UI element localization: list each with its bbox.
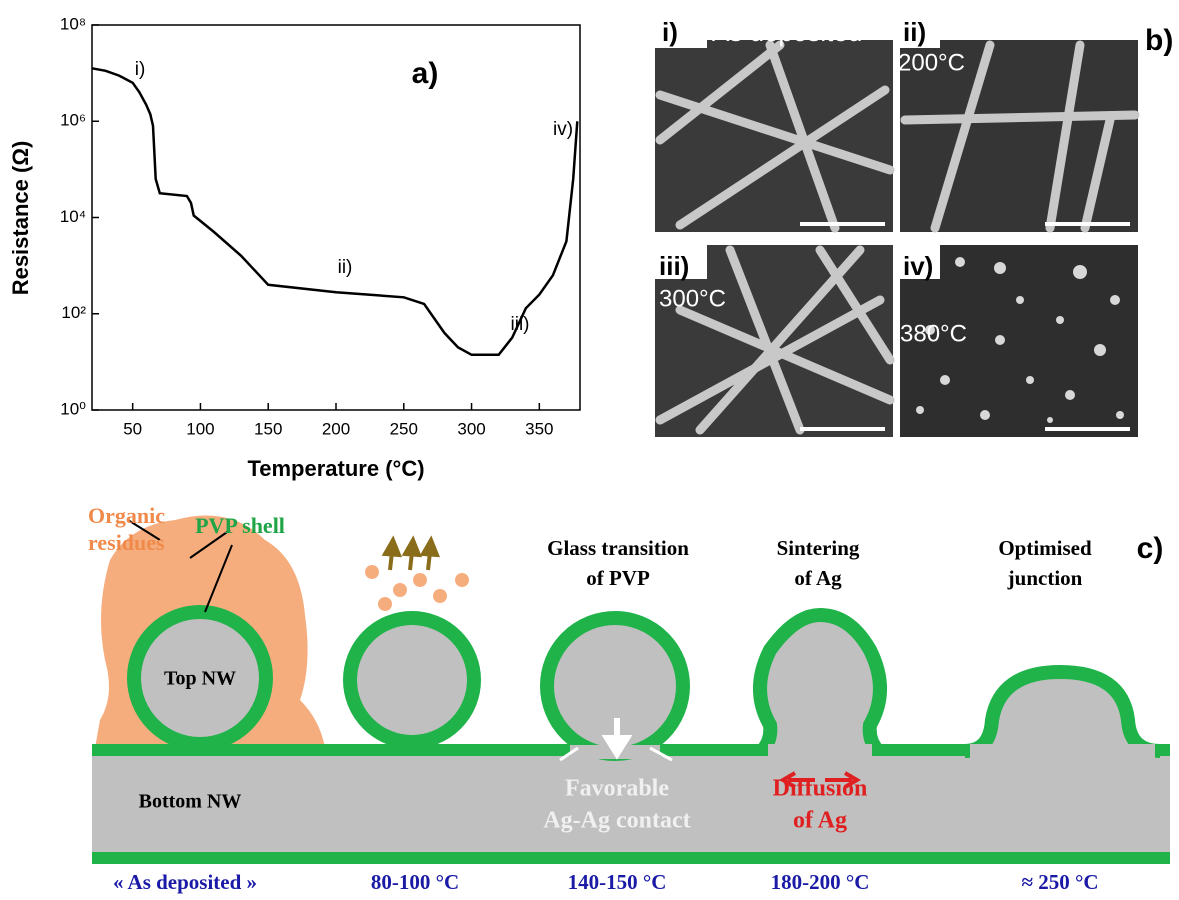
y-tick-label: 10⁴ [60, 207, 86, 226]
x-tick-label: 350 [525, 419, 553, 438]
temperature-label: ≈ 250 °C [1021, 870, 1098, 894]
temperature-label: « As deposited » [113, 870, 257, 894]
diffusion-arrows [779, 771, 861, 789]
stage-label: of PVP [586, 566, 650, 590]
image-index: i) [662, 17, 678, 47]
temperature-label: 180-200 °C [771, 870, 870, 894]
annotation: iii) [511, 314, 530, 335]
temperature-label: 140-150 °C [568, 870, 667, 894]
stage-label: Sintering [777, 536, 860, 560]
y-axis-label: Resistance (Ω) [8, 141, 33, 296]
label-box [900, 14, 940, 48]
contact-label: Ag-Ag contact [543, 808, 690, 834]
top-nw [753, 607, 887, 756]
stage-label: Optimised [998, 536, 1092, 560]
image-caption: 300°C [659, 285, 726, 312]
x-tick-label: 50 [123, 419, 142, 438]
neck [768, 744, 872, 758]
droplets [916, 257, 1124, 423]
annotation: ii) [338, 257, 353, 278]
image-index: iii) [659, 251, 689, 281]
stage-label: Glass transition [547, 536, 689, 560]
contact-label: Favorable [565, 776, 669, 802]
residue-particles [365, 565, 469, 611]
image-index: ii) [903, 17, 926, 47]
x-tick-label: 100 [186, 419, 214, 438]
neck [970, 744, 1155, 758]
temperature-label: 80-100 °C [371, 870, 459, 894]
panel-label: b) [1145, 24, 1173, 57]
image-caption: 380°C [900, 320, 967, 347]
y-tick-label: 10⁶ [60, 111, 86, 130]
plot-frame [91, 24, 581, 411]
diagram: Organic residues PVP shell Top NW Bottom… [88, 503, 1170, 894]
top-nw [343, 611, 481, 749]
image-caption: 200°C [898, 49, 965, 76]
bottom-nw [92, 750, 1170, 854]
scale-bars [800, 222, 1130, 431]
image-caption: As deposited [712, 17, 862, 47]
diagram-label: residues [88, 530, 165, 555]
sem-panel: i) As deposited ii) 200°C iii) 300°C iv)… [655, 14, 1173, 437]
plot-area: 50 100 150 200 250 300 350 10⁰ 10² 10⁴ 10⁶ 10⁸ i) ii)… [60, 14, 579, 438]
annotation: i) [135, 59, 146, 80]
image-index: iv) [903, 251, 933, 281]
panel-label: a) [412, 57, 439, 90]
press-arrow [601, 718, 633, 760]
y-tick-label: 10⁰ [60, 399, 86, 418]
x-axis-label: Temperature (°C) [247, 456, 424, 481]
x-tick-label: 200 [322, 419, 350, 438]
diagram-label: Bottom NW [139, 791, 242, 813]
nanowires [655, 40, 1140, 435]
x-tick-label: 250 [390, 419, 418, 438]
x-tick-label: 300 [457, 419, 485, 438]
y-tick-label: 10² [61, 303, 86, 322]
flow-arrows [559, 746, 673, 762]
label-box [655, 14, 707, 48]
y-tick-label: 10⁸ [60, 14, 86, 33]
diagram-label: PVP shell [195, 513, 285, 538]
diffusion-label: of Ag [793, 808, 847, 834]
top-nw [127, 605, 273, 751]
data-line [91, 67, 579, 357]
stage-label: junction [1007, 566, 1083, 590]
pvp-layer [92, 852, 1170, 864]
diffusion-label: Diffusion [773, 776, 868, 802]
annotation: iv) [553, 119, 573, 140]
stage-label: of Ag [794, 566, 842, 590]
diagram-label: Organic [88, 503, 165, 528]
label-box [655, 245, 707, 279]
panel-label: c) [1137, 532, 1164, 565]
evaporation-arrows [381, 535, 441, 571]
pointer [127, 519, 233, 613]
x-tick-label: 150 [254, 419, 282, 438]
diagram-label: Top NW [164, 668, 236, 690]
top-nw [964, 664, 1161, 758]
label-box [900, 245, 940, 279]
